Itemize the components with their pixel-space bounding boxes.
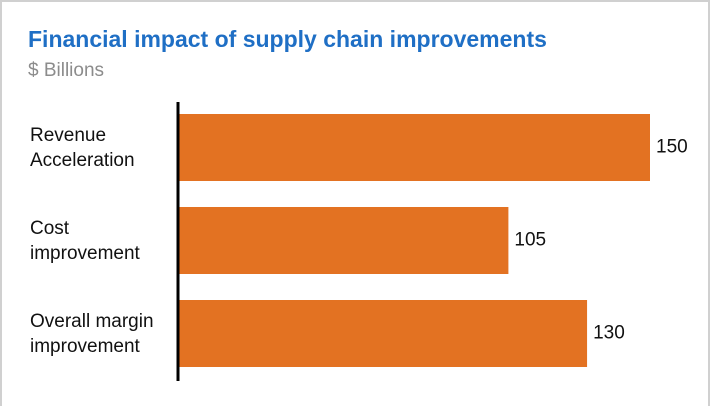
category-label: Overall margin improvement	[30, 310, 154, 357]
category-label: Revenue Acceleration	[30, 124, 135, 171]
bar	[178, 207, 509, 274]
data-label: 105	[514, 230, 546, 251]
chart-subtitle: $ Billions	[28, 60, 105, 81]
bar	[178, 300, 588, 367]
chart-title: Financial impact of supply chain improve…	[28, 26, 547, 52]
bar	[178, 114, 650, 181]
category-label: Cost improvement	[30, 217, 140, 264]
data-label: 150	[656, 137, 688, 158]
data-label: 130	[593, 323, 625, 344]
